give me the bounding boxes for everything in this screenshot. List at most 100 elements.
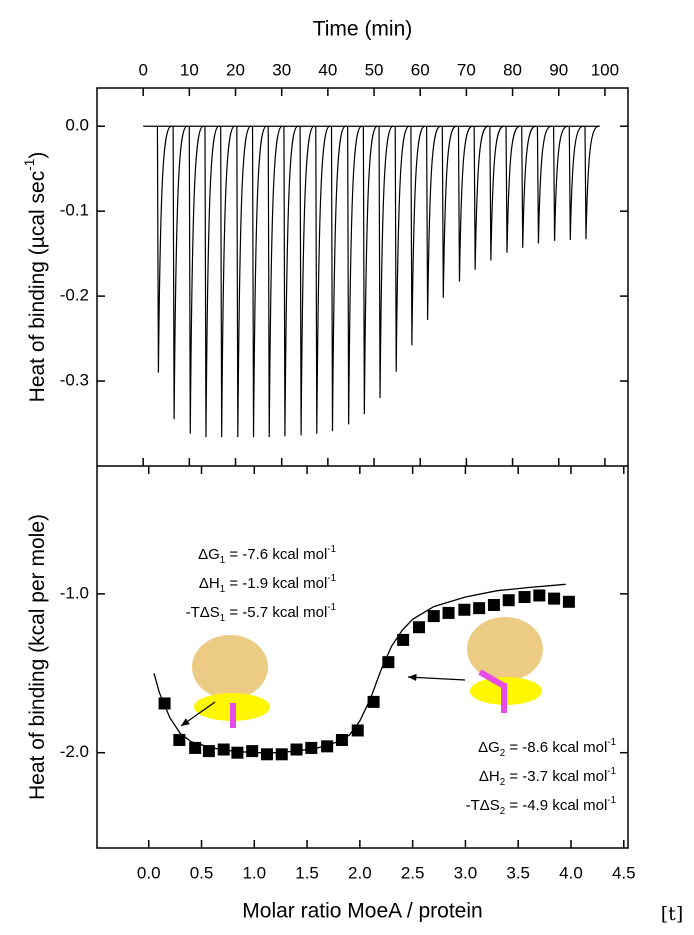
injection-peak: [330, 125, 346, 432]
data-point: [473, 602, 486, 615]
script: 1: [220, 555, 225, 566]
injection-peak: [521, 125, 536, 248]
injection-peak: [394, 125, 410, 372]
x-tick-label: 1.5: [295, 863, 319, 882]
data-point: [533, 589, 546, 602]
injection-peak: [156, 125, 172, 373]
label-text: ΔH: [199, 575, 220, 592]
script: 2: [500, 777, 505, 788]
script: -1: [607, 737, 616, 748]
label-text: = -5.7 kcal mol: [225, 604, 327, 621]
annotation: -TΔS2 = -4.9 kcal mol-1: [466, 795, 616, 817]
data-point: [367, 695, 380, 708]
injection-peak: [536, 125, 552, 244]
injection-peak: [315, 125, 331, 434]
injection-peak: [362, 125, 378, 415]
cartoon-right: [467, 617, 543, 713]
x-tick-label: 0.0: [137, 863, 161, 882]
label-text: = -8.6 kcal mol: [505, 739, 607, 756]
x-tick-label: 4.5: [612, 863, 636, 882]
data-point: [442, 606, 455, 619]
arrow: [180, 701, 216, 727]
annotation: ΔH1 = -1.9 kcal mol-1: [199, 573, 336, 595]
x-tick-label: 3.0: [454, 863, 478, 882]
label-text: ΔG: [198, 546, 220, 563]
x-axis-label: Time (min): [313, 18, 413, 41]
label-text: Heat of binding (µcal sec: [26, 171, 49, 403]
script: -1: [327, 602, 336, 613]
injection-peak: [267, 125, 283, 438]
data-point: [202, 745, 215, 758]
injection-peak: [441, 125, 457, 298]
injection-peak: [299, 125, 315, 436]
corner-label: [t]: [661, 903, 683, 925]
y-tick-label: -1.0: [60, 583, 89, 602]
script: 2: [500, 806, 505, 817]
x-tick-label: 1.0: [242, 863, 266, 882]
data-point: [458, 603, 471, 616]
data-point: [502, 594, 515, 607]
data-point: [246, 745, 259, 758]
x-tick-label: 100: [591, 60, 619, 79]
injection-peak: [568, 125, 584, 241]
data-point: [412, 621, 425, 634]
thermogram: [143, 125, 600, 438]
y-tick-label: -2.0: [60, 742, 89, 761]
data-point: [397, 633, 410, 646]
data-point: [260, 748, 273, 761]
script: 2: [500, 748, 505, 759]
x-tick-label: 70: [457, 60, 476, 79]
label-text: = -1.9 kcal mol: [225, 575, 327, 592]
injection-peak: [552, 125, 568, 241]
script: 1: [220, 613, 225, 624]
injection-peak: [378, 125, 394, 399]
script: -1: [607, 795, 616, 806]
injection-peak: [251, 125, 267, 438]
data-point: [231, 746, 244, 759]
injection-peak: [489, 125, 505, 261]
x-tick-label: 30: [272, 60, 291, 79]
annotation: ΔG2 = -8.6 kcal mol-1: [478, 737, 616, 759]
x-tick-label: 20: [226, 60, 245, 79]
data-point: [548, 592, 561, 605]
x-tick-label: 3.5: [506, 863, 530, 882]
data-point: [275, 748, 288, 761]
label-text: = -4.9 kcal mol: [505, 797, 607, 814]
injection-peak: [172, 125, 188, 420]
x-tick-label: 4.0: [559, 863, 583, 882]
label-text: Heat of binding (kcal per mole): [26, 514, 49, 800]
injection-peak: [188, 125, 204, 434]
x-tick-label: 40: [318, 60, 337, 79]
label-text: ΔG: [478, 739, 500, 756]
script: -1: [607, 766, 616, 777]
injection-peak: [236, 125, 252, 438]
annotation: ΔG1 = -7.6 kcal mol-1: [198, 544, 336, 566]
label-text: ): [26, 152, 49, 159]
script: -1: [327, 573, 336, 584]
label-text: ΔH: [479, 768, 500, 785]
data-point: [382, 656, 395, 669]
data-point: [487, 598, 500, 611]
script: 1: [220, 584, 225, 595]
injection-peak: [457, 125, 473, 282]
x-tick-label: 10: [180, 60, 199, 79]
injection-peak: [347, 125, 362, 425]
injection-peak: [584, 125, 600, 240]
label-text: = -3.7 kcal mol: [505, 768, 607, 785]
x-tick-label: 60: [411, 60, 430, 79]
cartoon-left: [192, 635, 270, 728]
y-tick-label: -0.1: [60, 201, 89, 220]
data-point: [351, 724, 364, 737]
data-point: [562, 595, 575, 608]
plot-frame: [96, 87, 629, 849]
injection-peak: [505, 125, 521, 253]
y-tick-label: 0.0: [65, 116, 89, 135]
x-tick-label: 80: [503, 60, 522, 79]
x-tick-label: 50: [365, 60, 384, 79]
arrow: [407, 673, 466, 682]
annotation: -TΔS1 = -5.7 kcal mol-1: [186, 602, 336, 624]
injection-peak: [204, 125, 220, 438]
data-point: [321, 740, 334, 753]
x-tick-label: 0: [138, 60, 147, 79]
